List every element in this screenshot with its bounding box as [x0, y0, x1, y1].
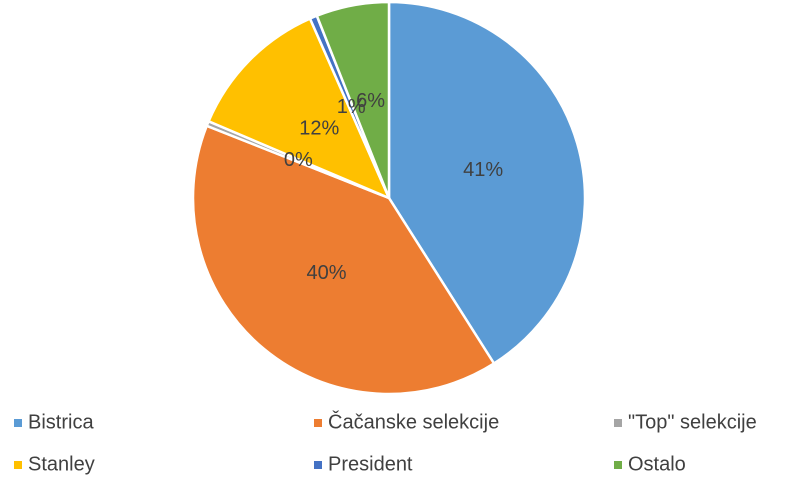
legend-label: "Top" selekcije	[628, 411, 757, 433]
pie-slice	[207, 17, 391, 200]
legend-marker	[614, 419, 622, 427]
legend-label: Ostalo	[628, 453, 686, 475]
legend-label: Stanley	[28, 453, 95, 475]
pie-slice	[315, 0, 391, 200]
legend-marker	[14, 419, 22, 427]
legend-marker	[314, 461, 322, 469]
legend-label: Bistrica	[28, 411, 94, 433]
data-label: 41%	[463, 159, 503, 181]
data-label: 12%	[299, 117, 339, 139]
data-label: 0%	[284, 149, 313, 171]
legend-marker	[14, 461, 22, 469]
legend-label: President	[328, 453, 413, 475]
legend-marker	[314, 419, 322, 427]
legend-label: Čačanske selekcije	[328, 410, 499, 433]
data-label: 1%	[337, 96, 366, 118]
data-label: 40%	[307, 262, 347, 284]
legend-marker	[614, 461, 622, 469]
data-label: 6%	[356, 90, 385, 112]
pie-slice	[191, 124, 496, 396]
